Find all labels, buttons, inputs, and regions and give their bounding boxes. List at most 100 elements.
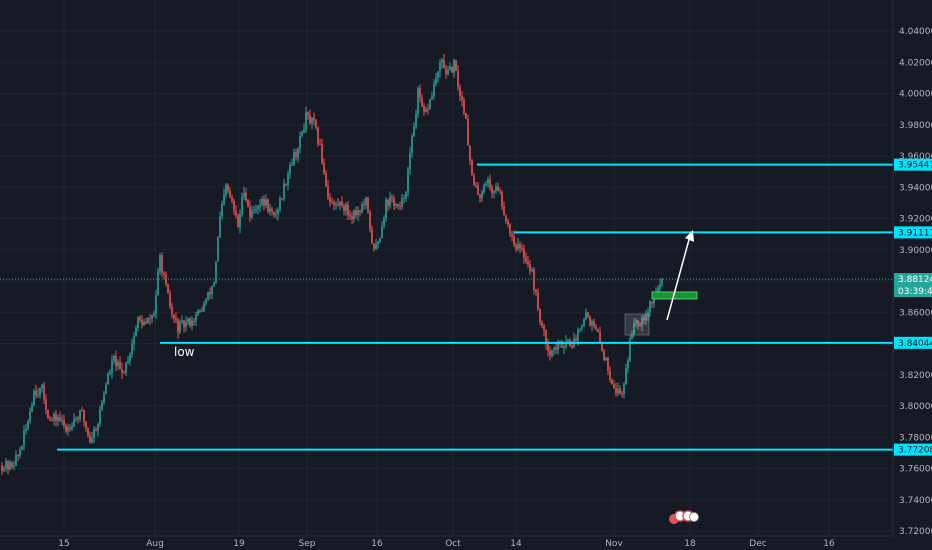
candle-body [457, 70, 459, 87]
candle-body [187, 318, 189, 323]
candle-body [229, 190, 231, 197]
candle-body [611, 379, 613, 385]
candle-body [71, 426, 73, 429]
candle-body [193, 320, 195, 322]
candle-body [619, 388, 621, 394]
candle-body [155, 295, 157, 314]
candle-body [419, 88, 421, 98]
candle-body [519, 243, 521, 249]
candle-body [209, 291, 211, 294]
candle-body [497, 186, 499, 192]
candle-body [489, 179, 491, 188]
event-marker-icon[interactable] [689, 512, 699, 522]
candle-body [477, 185, 479, 195]
candle-body [329, 197, 331, 202]
candle-body [537, 292, 539, 309]
time-axis[interactable]: 15 Aug 19 Sep 16 Oct 14 Nov 18 Dec 16 [58, 539, 835, 549]
candle-body [467, 118, 469, 146]
candle-body [241, 196, 243, 214]
candle-body [153, 313, 155, 315]
candle-body [389, 196, 391, 206]
candle-body [93, 429, 95, 439]
candle-body [73, 419, 75, 427]
candle-body [633, 322, 635, 335]
candle-body [341, 201, 343, 206]
candle-body [91, 438, 93, 443]
candle-body [45, 399, 47, 410]
candle-body [111, 360, 113, 373]
level-price-label-bg [894, 226, 932, 239]
y-tick-label: 4.00000 [899, 90, 932, 100]
last-price-label: 3.88124 [898, 275, 932, 285]
candle-body [65, 425, 67, 432]
consolidation-box[interactable] [624, 313, 650, 336]
candle-body [451, 66, 453, 73]
y-tick-label: 3.92000 [899, 215, 932, 225]
candle-body [323, 163, 325, 173]
candle-body [453, 60, 455, 73]
candle-body [613, 384, 615, 389]
x-tick-label: 15 [58, 539, 69, 549]
candle-body [349, 214, 351, 217]
candle-body [429, 99, 431, 110]
candle-body [87, 428, 89, 436]
candle-body [415, 114, 417, 127]
level-price-label: 3.91111 [898, 228, 932, 238]
candle-body [265, 199, 267, 206]
candle-body [369, 211, 371, 230]
y-tick-label: 4.02000 [899, 58, 932, 68]
candle-body [423, 106, 425, 113]
candle-body [275, 214, 277, 216]
last-price-label-bg [894, 273, 932, 298]
projection-arrow[interactable] [666, 235, 691, 321]
x-tick-label: Nov [605, 539, 623, 549]
candle-body [659, 284, 661, 289]
candle-body [61, 419, 63, 421]
horizontal-levels[interactable] [0, 163, 893, 451]
candle-body [487, 179, 489, 184]
candle-body [465, 113, 467, 119]
candle-body [469, 145, 471, 161]
candle-body [63, 419, 65, 426]
candle-body [181, 320, 183, 322]
candle-body [511, 233, 513, 237]
candle-body [107, 374, 109, 385]
candle-body [635, 320, 637, 323]
candle-body [125, 362, 127, 373]
candle-body [505, 215, 507, 221]
candle-body [7, 460, 9, 470]
candle-body [151, 314, 153, 319]
candle-body [567, 339, 569, 342]
candle-body [185, 322, 187, 327]
y-tick-label: 3.78000 [899, 433, 932, 443]
candle-body [385, 199, 387, 218]
candle-body [343, 205, 345, 211]
candle-body [309, 115, 311, 124]
price-axis[interactable]: 4.04000 4.02000 4.00000 3.98000 3.96000 3.940… [899, 27, 932, 537]
candle-body [315, 120, 317, 128]
candle-body [645, 315, 647, 321]
candle-body [163, 273, 165, 275]
candle-body [277, 209, 279, 215]
y-tick-label: 3.86000 [899, 308, 932, 318]
candle-body [491, 187, 493, 193]
candle-body [373, 243, 375, 249]
candle-body [109, 372, 111, 375]
candle-body [559, 341, 561, 343]
candle-body [449, 66, 451, 71]
candle-body [147, 318, 149, 324]
candle-body [239, 213, 241, 228]
event-markers[interactable] [669, 510, 699, 524]
candle-body [169, 293, 171, 307]
candle-body [621, 393, 623, 395]
candle-body [509, 224, 511, 234]
candle-body [623, 384, 625, 395]
candle-body [585, 312, 587, 320]
candle-body [243, 192, 245, 197]
candle-body [605, 358, 607, 361]
level-price-label: 3.77208 [898, 446, 932, 456]
candle-body [447, 70, 449, 75]
annotation-low[interactable]: low [174, 345, 195, 359]
candle-body [463, 100, 465, 114]
